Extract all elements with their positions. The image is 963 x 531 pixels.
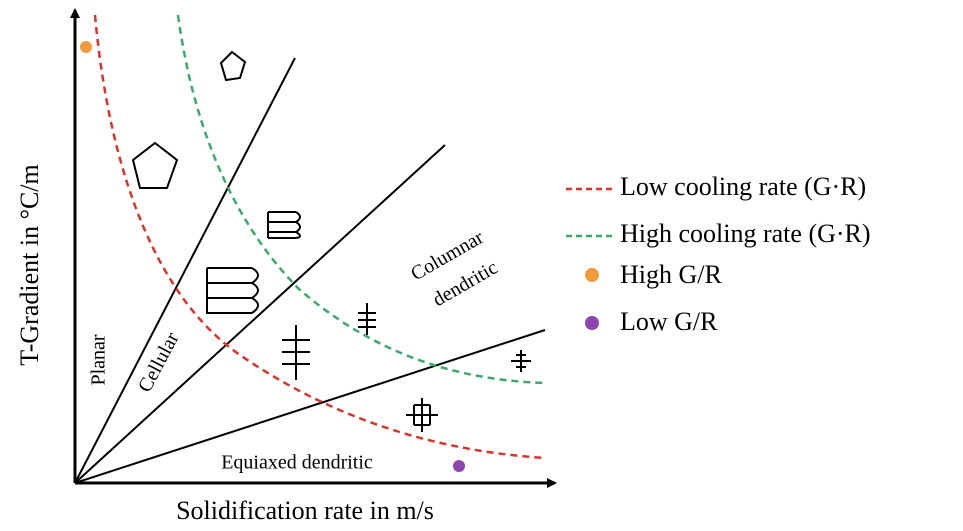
cells-large xyxy=(207,268,258,313)
legend-swatch xyxy=(585,268,599,282)
legend: Low cooling rate (G·R) High cooling rate… xyxy=(566,172,871,336)
region-label: Equiaxed dendritic xyxy=(221,452,373,474)
legend-label: High cooling rate (G·R) xyxy=(620,219,871,248)
high-gr-dot xyxy=(80,41,92,53)
boundary-line xyxy=(75,58,295,483)
region-label: Cellular xyxy=(134,328,184,396)
dendrite-large xyxy=(282,325,310,380)
legend-swatch xyxy=(585,316,599,330)
pentagon-large xyxy=(133,143,177,188)
low-gr-dot xyxy=(453,460,465,472)
equiaxed-small xyxy=(511,350,531,372)
region-label: Planar xyxy=(88,334,110,385)
equiaxed-large xyxy=(406,398,438,432)
legend-label: Low G/R xyxy=(620,307,718,336)
legend-label: High G/R xyxy=(620,260,723,289)
diagram: Planar Cellular Columnar dendritic Equia… xyxy=(0,0,963,531)
legend-label: Low cooling rate (G·R) xyxy=(620,172,866,201)
x-axis-label: Solidification rate in m/s xyxy=(176,496,434,525)
pentagon-small xyxy=(221,52,245,80)
y-axis-label: T-Gradient in °C/m xyxy=(15,164,44,366)
cells-small xyxy=(268,212,300,238)
dendrite-small xyxy=(358,303,376,335)
